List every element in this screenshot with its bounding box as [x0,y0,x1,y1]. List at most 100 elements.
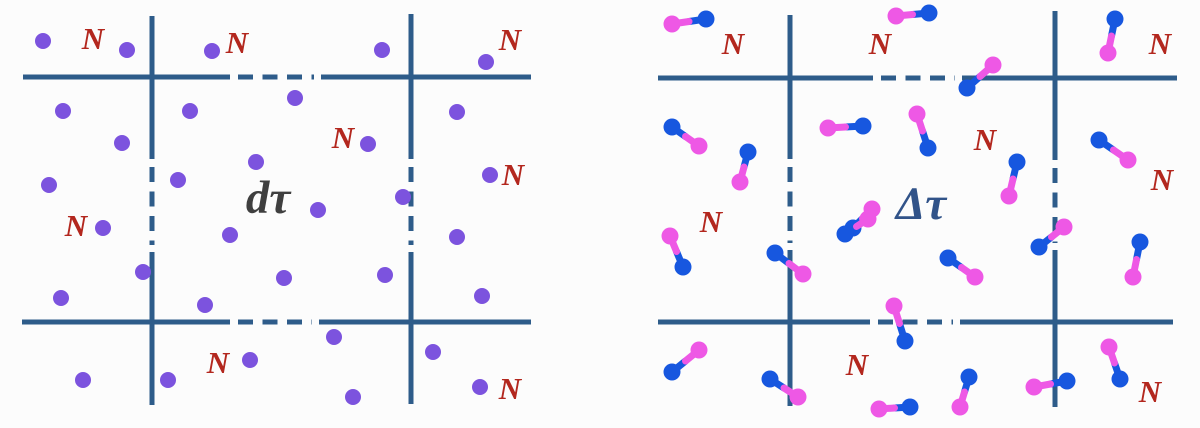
dimer-blue-atom [674,258,692,276]
dimer-blue-atom [939,249,957,267]
monomer-dot [276,270,292,286]
dimer-dumbbell [1100,338,1129,388]
dimer-blue-atom [854,117,872,135]
cell-count-label: N [81,21,106,56]
dimer-blue-atom [1030,238,1048,256]
cell-count-label: N [498,371,523,406]
dimer-pink-atom [663,15,681,33]
dimer-blue-atom [919,139,937,157]
monomer-dot [360,136,376,152]
dimer-pink-atom [731,173,749,191]
monomer-dot [242,352,258,368]
dimer-dumbbell [1124,233,1149,286]
cell-count-label: N [973,122,998,157]
monomer-dot [114,135,130,151]
cell-count-label: N [498,22,523,57]
dimer-blue-atom [1106,10,1124,28]
cell-count-label: N [331,120,356,155]
monomer-dot [474,288,490,304]
cell-count-label: N [64,208,89,243]
dimer-blue-atom [1090,131,1108,149]
cell-count-label: N [721,26,746,61]
dimer-pink-atom [951,398,969,416]
dimer-blue-atom [1058,372,1076,390]
dimer-pink-atom [1119,151,1137,169]
dimer-pink-atom [690,341,708,359]
dimer-blue-atom [739,143,757,161]
dimer-blue-atom [1111,370,1129,388]
dimer-pink-atom [885,297,903,315]
dimer-pink-atom [1100,338,1118,356]
cell-count-label: N [868,26,893,61]
dimer-dumbbell [836,210,877,243]
cell-count-label: N [225,25,250,60]
cell-count-label: N [1148,26,1173,61]
dimer-pink-atom [870,400,888,418]
monomer-dot [160,372,176,388]
dimer-dumbbell [958,56,1002,97]
dimer-blue-atom [836,225,854,243]
monomer-dot [35,33,51,49]
cell-count-label: N [1150,162,1175,197]
dimer-pink-atom [1000,187,1018,205]
monomer-dot [395,189,411,205]
dimer-blue-atom [761,370,779,388]
monomer-dot [204,43,220,59]
monomer-dot [119,42,135,58]
dimer-dumbbell [939,249,984,286]
dimer-dumbbell [761,370,807,406]
dimer-blue-atom [920,4,938,22]
monomer-dot [482,167,498,183]
dimer-blue-atom [663,118,681,136]
left-monomer-grid-panel: N N N N N N N N [22,14,531,406]
monomer-dot [95,220,111,236]
dimer-blue-atom [901,398,919,416]
dimer-pink-atom [819,119,837,137]
monomer-dot [53,290,69,306]
dimer-dumbbell [1000,153,1026,205]
dimer-blue-atom [1008,153,1026,171]
dimer-pink-atom [908,105,926,123]
dimer-dumbbell [663,341,708,381]
cell-count-label: N [1138,374,1163,409]
dimer-dumbbell [908,105,937,157]
monomer-dot [135,264,151,280]
cell-count-label: N [206,345,231,380]
monomer-dot [449,104,465,120]
dimer-dumbbell [663,10,715,33]
dimer-pink-atom [966,268,984,286]
dimer-pink-atom [1055,218,1073,236]
dimer-dumbbell [661,227,692,276]
monomer-dot [41,177,57,193]
monomer-dot [287,90,303,106]
dimer-pink-atom [984,56,1002,74]
monomer-dot [326,329,342,345]
right-volume-label: Δτ [894,178,948,230]
dimer-blue-atom [958,79,976,97]
monomer-dot [478,54,494,70]
dimer-dumbbell [870,398,919,418]
left-volume-label: dτ [246,172,293,224]
dimer-pink-atom [690,137,708,155]
monomer-dot [248,154,264,170]
dimer-dumbbell [1025,372,1076,396]
monomer-dot [374,42,390,58]
monomer-dot [75,372,91,388]
dimer-pink-atom [661,227,679,245]
cell-count-label: N [501,157,526,192]
dimer-dumbbell [731,143,757,191]
dimer-dumbbell [1030,218,1073,256]
dimer-blue-atom [896,332,914,350]
monomer-dot [197,297,213,313]
dimer-dumbbell [887,4,938,25]
dimer-pink-atom [887,7,905,25]
dimer-blue-atom [1131,233,1149,251]
dimer-pink-atom [789,388,807,406]
monomer-dot [310,202,326,218]
dimer-pink-atom [859,210,877,228]
dimer-pink-atom [1124,268,1142,286]
monomer-dot [425,344,441,360]
monomer-dot [170,172,186,188]
dimer-dumbbell [1099,10,1124,62]
